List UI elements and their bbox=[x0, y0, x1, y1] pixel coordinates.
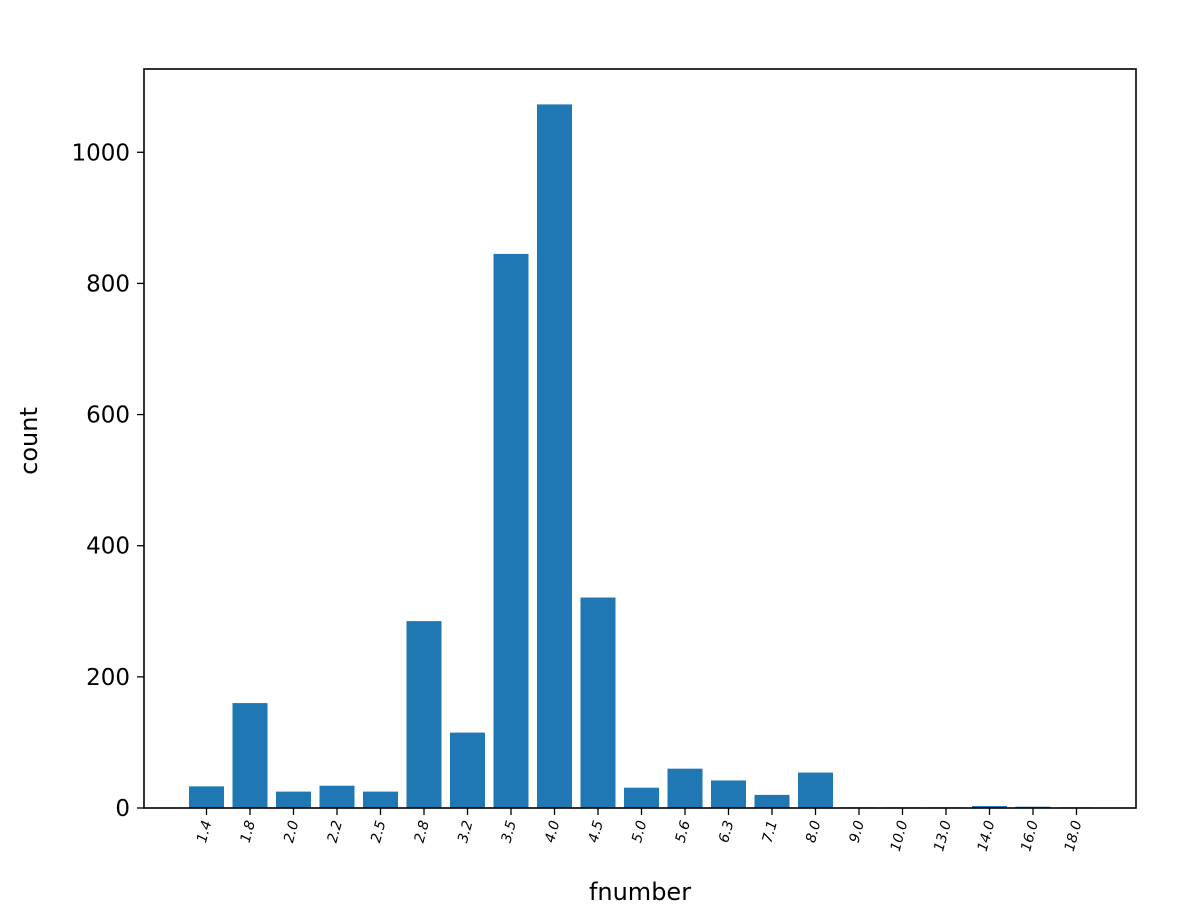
x-tick-label: 2.2 bbox=[325, 819, 346, 845]
y-tick-label: 400 bbox=[86, 534, 130, 560]
bar bbox=[189, 786, 224, 808]
bar bbox=[624, 787, 659, 808]
bar bbox=[363, 791, 398, 808]
plot-frame bbox=[143, 68, 1137, 809]
bar bbox=[580, 597, 616, 808]
x-tick-label: 18.0 bbox=[1062, 819, 1086, 853]
y-tick-label: 200 bbox=[86, 665, 130, 691]
x-tick-label: 5.0 bbox=[629, 819, 650, 845]
bar bbox=[493, 253, 529, 808]
x-tick-label: 3.5 bbox=[499, 819, 520, 845]
x-tick-label: 5.6 bbox=[673, 819, 694, 845]
y-axis-label: count bbox=[15, 407, 43, 475]
bar bbox=[537, 104, 572, 808]
bar bbox=[798, 772, 833, 808]
x-tick-label: 16.0 bbox=[1018, 819, 1042, 853]
x-tick-label: 4.0 bbox=[542, 819, 563, 845]
bar bbox=[450, 732, 485, 808]
bar bbox=[406, 621, 442, 808]
x-axis-label: fnumber bbox=[589, 878, 691, 906]
x-tick-label: 8.0 bbox=[803, 819, 824, 845]
y-axis: 0 200 400 600 800 1000 bbox=[71, 140, 144, 822]
x-tick-label: 7.1 bbox=[760, 819, 781, 845]
bar bbox=[972, 806, 1007, 808]
bar bbox=[232, 703, 268, 808]
x-tick-label: 1.8 bbox=[238, 819, 259, 845]
x-tick-label: 2.8 bbox=[412, 819, 433, 845]
x-tick-label: 14.0 bbox=[975, 819, 999, 853]
x-axis: 1.4 1.8 2.0 2.2 2.5 2.8 3.2 3.5 4.0 4.5 5.0 5.6 6.3 7… bbox=[194, 808, 1085, 853]
y-tick-label: 1000 bbox=[71, 140, 130, 166]
y-tick-label: 800 bbox=[86, 271, 130, 297]
x-tick-label: 2.5 bbox=[368, 819, 389, 845]
bar bbox=[276, 791, 311, 808]
x-tick-label: 2.0 bbox=[281, 819, 302, 845]
bar bbox=[667, 768, 703, 808]
y-tick-label: 600 bbox=[86, 403, 130, 429]
bar bbox=[319, 785, 355, 808]
x-tick-label: 4.5 bbox=[586, 819, 607, 845]
x-tick-label: 6.3 bbox=[716, 819, 737, 845]
bar bbox=[754, 794, 790, 808]
x-tick-label: 9.0 bbox=[847, 819, 868, 845]
y-tick-label: 0 bbox=[115, 796, 130, 822]
x-tick-label: 10.0 bbox=[888, 819, 912, 853]
bar bbox=[711, 780, 746, 808]
bars-group bbox=[189, 104, 1094, 808]
x-tick-label: 3.2 bbox=[455, 819, 476, 845]
x-tick-label: 1.4 bbox=[194, 819, 215, 845]
x-tick-label: 13.0 bbox=[931, 819, 955, 853]
